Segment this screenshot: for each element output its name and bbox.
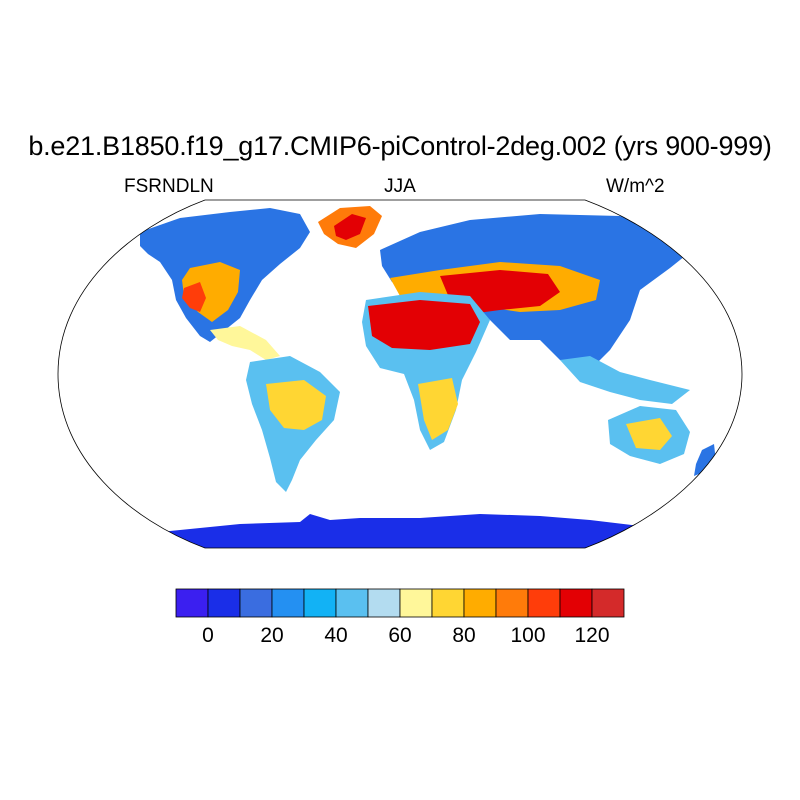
colorbar-tick-label: 120 bbox=[574, 624, 610, 647]
colorbar-tick-label: 60 bbox=[388, 624, 412, 647]
units-label: W/m^2 bbox=[606, 176, 665, 197]
colorbar-swatch bbox=[175, 588, 209, 618]
colorbar-swatch bbox=[399, 588, 433, 618]
land-fields bbox=[140, 206, 716, 548]
plot-title: b.e21.B1850.f19_g17.CMIP6-piControl-2deg… bbox=[28, 131, 772, 161]
variable-label: FSRNDLN bbox=[124, 176, 214, 197]
antarctica bbox=[150, 514, 700, 548]
na-hot-zone bbox=[182, 282, 206, 312]
central-america bbox=[210, 326, 280, 360]
se-asia bbox=[560, 356, 690, 404]
colorbar-swatch bbox=[591, 588, 625, 618]
australia-warm bbox=[626, 418, 672, 450]
colorbar-swatch bbox=[335, 588, 369, 618]
colorbar-swatch bbox=[463, 588, 497, 618]
colorbar-swatch bbox=[527, 588, 561, 618]
colorbar-swatch bbox=[207, 588, 241, 618]
colorbar-tick-label: 40 bbox=[324, 624, 348, 647]
greenland-core bbox=[334, 214, 366, 240]
sahara-hot bbox=[368, 300, 480, 350]
colorbar-swatch bbox=[495, 588, 529, 618]
new-zealand bbox=[694, 444, 716, 476]
africa-south-warm bbox=[418, 378, 458, 440]
colorbar-swatch bbox=[431, 588, 465, 618]
colorbar-swatch bbox=[367, 588, 401, 618]
colorbar-tick-label: 0 bbox=[202, 624, 214, 647]
colorbar-swatch bbox=[239, 588, 273, 618]
colorbar-tick-label: 80 bbox=[452, 624, 476, 647]
globe-outline bbox=[57, 199, 743, 549]
sa-warm-zone bbox=[266, 380, 326, 430]
colorbar-swatch bbox=[559, 588, 593, 618]
season-label: JJA bbox=[384, 176, 416, 197]
colorbar-tick-label: 100 bbox=[510, 624, 546, 647]
colorbar-swatch bbox=[271, 588, 305, 618]
colorbar-swatch bbox=[303, 588, 337, 618]
colorbar-tick-label: 20 bbox=[260, 624, 284, 647]
